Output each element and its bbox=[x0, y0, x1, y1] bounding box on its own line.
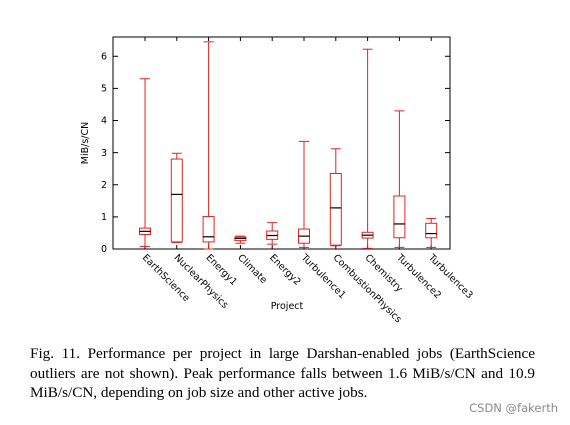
y-tick-label: 0 bbox=[101, 244, 107, 255]
iqr-box bbox=[202, 216, 215, 243]
box-turbulence2 bbox=[393, 37, 406, 249]
box-series bbox=[139, 37, 438, 250]
box-turbulence1 bbox=[298, 37, 310, 249]
y-axis-ticks: 0 1 2 3 4 5 6 bbox=[101, 51, 450, 255]
x-axis-tick-labels: EarthScienceNuclearPhysicsEnergy1Climate… bbox=[140, 252, 475, 326]
x-tick-label: Climate bbox=[235, 252, 269, 286]
box-energy1 bbox=[202, 37, 215, 250]
iqr-box bbox=[425, 222, 438, 239]
box-chemistry bbox=[361, 37, 374, 249]
iqr-box bbox=[393, 195, 406, 239]
box-earthscience bbox=[139, 37, 151, 249]
x-tick-label: Energy2 bbox=[267, 252, 303, 288]
y-tick-label: 5 bbox=[101, 84, 107, 95]
box-nuclearphysics bbox=[170, 37, 183, 249]
box-turbulence3 bbox=[425, 37, 438, 249]
box-combustionphysics bbox=[329, 37, 342, 249]
box-climate bbox=[234, 37, 247, 249]
y-tick-label: 6 bbox=[101, 51, 107, 62]
plot-frame bbox=[112, 36, 451, 250]
x-axis-label: Project bbox=[271, 301, 304, 312]
iqr-box bbox=[170, 158, 183, 243]
figure-caption: Fig. 11. Performance per project in larg… bbox=[30, 345, 535, 401]
box-energy2 bbox=[266, 37, 279, 249]
boxplot-chart: 0 1 2 3 4 5 6 EarthScienceNuclearPhysicsEnergy… bbox=[80, 36, 475, 326]
y-tick-label: 1 bbox=[101, 212, 107, 223]
iqr-box bbox=[329, 173, 342, 246]
watermark: CSDN @fakerth bbox=[469, 401, 558, 415]
y-tick-label: 3 bbox=[101, 148, 107, 159]
y-tick-label: 2 bbox=[101, 180, 107, 191]
y-axis-label: MiB/s/CN bbox=[80, 122, 91, 164]
y-tick-label: 4 bbox=[101, 116, 107, 127]
